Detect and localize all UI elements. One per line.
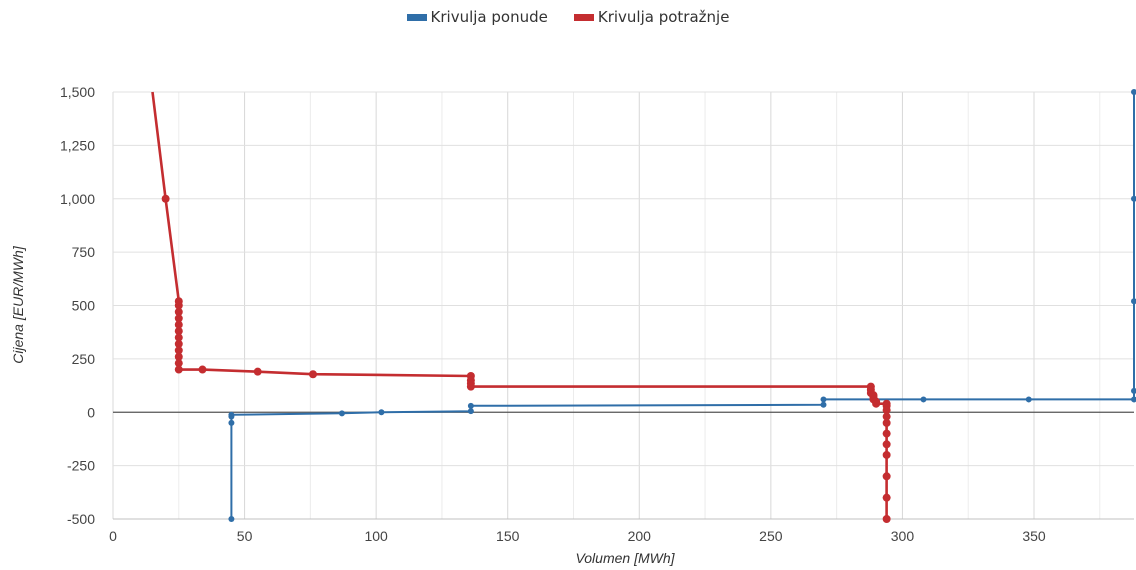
data-point: [1131, 298, 1136, 305]
legend-label-supply: Krivulja ponude: [430, 8, 548, 26]
data-point: [882, 406, 891, 415]
y-tick-label: -250: [67, 458, 95, 474]
data-point: [174, 339, 183, 348]
data-point: [161, 194, 170, 203]
data-point: [378, 409, 385, 416]
data-point: [174, 301, 183, 310]
legend: Krivulja ponude Krivulja potražnje: [0, 8, 1136, 26]
data-point: [228, 516, 235, 522]
series-layer: [151, 89, 1136, 523]
data-point: [174, 327, 183, 336]
legend-swatch-supply: [406, 13, 427, 21]
data-point: [882, 493, 891, 502]
data-point: [466, 382, 475, 391]
y-tick-label: 0: [87, 404, 95, 420]
x-tick-label: 200: [628, 528, 652, 544]
data-point: [228, 411, 235, 418]
series-demand: [151, 91, 891, 523]
data-point: [882, 472, 891, 481]
x-tick-label: 300: [891, 528, 915, 544]
data-point: [1131, 89, 1136, 95]
data-point: [882, 429, 891, 438]
data-point: [882, 412, 891, 421]
grid: [112, 91, 1134, 520]
data-point: [174, 307, 183, 316]
x-tick-label: 250: [759, 528, 783, 544]
data-point: [882, 418, 891, 427]
y-tick-label: 1,000: [60, 191, 95, 207]
y-tick-label: 750: [72, 244, 96, 260]
data-point: [467, 408, 474, 415]
x-tick-label: 50: [237, 528, 253, 544]
x-tick-label: 100: [364, 528, 388, 544]
data-point: [338, 410, 345, 417]
y-tick-label: 1,250: [60, 137, 95, 153]
x-axis-title: Volumen [MWh]: [575, 550, 675, 566]
data-point: [174, 359, 183, 368]
legend-label-demand: Krivulja potražnje: [597, 8, 730, 26]
data-point: [174, 320, 183, 329]
x-tick-label: 0: [109, 528, 117, 544]
data-point: [467, 402, 474, 409]
series-supply: [228, 89, 1136, 522]
data-point: [820, 401, 827, 408]
y-tick-label: 500: [72, 298, 96, 314]
data-point: [308, 370, 317, 379]
data-point: [1131, 396, 1136, 403]
legend-swatch-demand: [573, 13, 594, 21]
axes: 0 50 100 150 200 250 300 350 -500 -250 0 250 500 750 1…: [60, 84, 1134, 544]
data-point: [174, 333, 183, 342]
data-point: [1131, 387, 1136, 394]
y-tick-label: -500: [67, 511, 95, 527]
data-point: [882, 440, 891, 449]
data-point: [174, 365, 183, 374]
data-point: [820, 396, 827, 403]
data-point: [882, 450, 891, 459]
legend-item-supply[interactable]: Krivulja ponude: [406, 8, 548, 26]
data-point: [1025, 396, 1032, 403]
y-tick-label: 1,500: [60, 84, 95, 100]
data-point: [174, 346, 183, 355]
y-tick-label: 250: [72, 351, 96, 367]
data-point: [872, 399, 881, 408]
data-point: [198, 365, 207, 374]
data-point: [174, 314, 183, 323]
data-point: [882, 515, 891, 523]
x-tick-label: 150: [496, 528, 520, 544]
data-point: [1131, 195, 1136, 202]
legend-item-demand[interactable]: Krivulja potražnje: [573, 8, 730, 26]
x-tick-label: 350: [1022, 528, 1046, 544]
y-axis-title: Cijena [EUR/MWh]: [10, 245, 26, 364]
data-point: [920, 396, 927, 403]
data-point: [228, 419, 235, 426]
data-point: [253, 367, 262, 376]
data-point: [174, 352, 183, 361]
